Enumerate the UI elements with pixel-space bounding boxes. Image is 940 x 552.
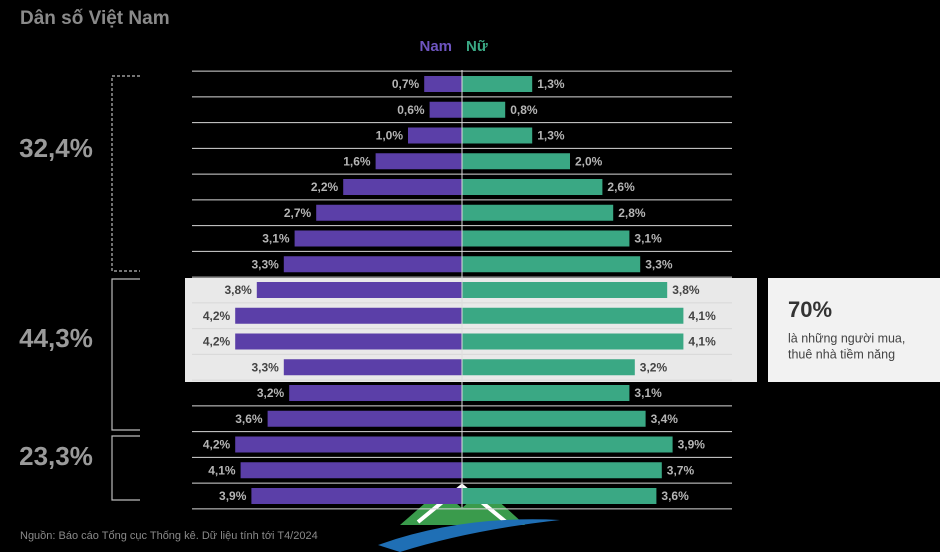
legend-female: Nữ bbox=[466, 38, 488, 55]
value-label: 3,3% bbox=[645, 257, 673, 271]
value-label: 2,6% bbox=[607, 180, 635, 194]
bar bbox=[462, 282, 668, 298]
value-label: 3,2% bbox=[640, 360, 668, 374]
callout-line: thuê nhà tiềm năng bbox=[788, 347, 895, 361]
value-label: 3,9% bbox=[678, 438, 706, 452]
value-label: 0,6% bbox=[397, 103, 425, 117]
bar bbox=[462, 359, 635, 376]
bar bbox=[289, 385, 462, 401]
value-label: 1,3% bbox=[537, 77, 565, 91]
value-label: 1,6% bbox=[343, 154, 371, 168]
value-label: 3,6% bbox=[661, 489, 689, 503]
bar bbox=[462, 127, 533, 144]
value-label: 3,4% bbox=[651, 412, 679, 426]
value-label: 3,1% bbox=[634, 232, 662, 246]
bar bbox=[283, 256, 462, 273]
bar bbox=[408, 127, 462, 144]
bar bbox=[462, 230, 630, 247]
value-label: 2,7% bbox=[284, 206, 312, 220]
bar bbox=[235, 436, 462, 453]
bar bbox=[462, 462, 662, 479]
bar bbox=[343, 179, 462, 195]
value-label: 4,1% bbox=[688, 309, 716, 323]
value-label: 2,0% bbox=[575, 154, 603, 168]
value-label: 4,2% bbox=[203, 335, 231, 349]
bar bbox=[235, 333, 462, 350]
value-label: 4,2% bbox=[203, 438, 231, 452]
bar bbox=[462, 488, 657, 504]
bar bbox=[462, 256, 641, 273]
bar bbox=[375, 153, 462, 170]
value-label: 4,1% bbox=[208, 463, 236, 477]
group-brackets bbox=[111, 75, 140, 501]
value-label: 0,7% bbox=[392, 77, 420, 91]
bar bbox=[462, 204, 614, 221]
logo-wave bbox=[378, 519, 560, 552]
value-label: 3,6% bbox=[235, 412, 263, 426]
callout-title: 70% bbox=[788, 297, 832, 322]
bar bbox=[462, 436, 673, 453]
value-label: 1,0% bbox=[376, 129, 404, 143]
callout-box bbox=[768, 278, 940, 382]
bar bbox=[294, 230, 462, 247]
value-label: 3,1% bbox=[262, 232, 290, 246]
value-label: 2,8% bbox=[618, 206, 646, 220]
bar bbox=[256, 282, 462, 298]
value-label: 4,1% bbox=[688, 335, 716, 349]
bar bbox=[424, 76, 462, 92]
bar bbox=[462, 307, 684, 324]
bar bbox=[316, 204, 462, 221]
value-label: 2,2% bbox=[311, 180, 339, 194]
value-label: 3,9% bbox=[219, 489, 247, 503]
bar bbox=[462, 76, 533, 92]
source-note: Nguồn: Báo cáo Tổng cục Thống kê. Dữ liệ… bbox=[20, 530, 318, 542]
value-label: 3,7% bbox=[667, 463, 695, 477]
value-label: 3,8% bbox=[224, 283, 252, 297]
bar bbox=[429, 101, 462, 118]
value-label: 3,3% bbox=[251, 257, 279, 271]
group-label: 32,4% bbox=[19, 133, 93, 163]
bar bbox=[267, 410, 462, 427]
value-label: 3,1% bbox=[634, 386, 662, 400]
value-label: 1,3% bbox=[537, 129, 565, 143]
bar bbox=[462, 153, 570, 170]
group-label: 44,3% bbox=[19, 323, 93, 353]
value-label: 0,8% bbox=[510, 103, 538, 117]
value-label: 3,3% bbox=[251, 360, 279, 374]
group-label: 23,3% bbox=[19, 441, 93, 471]
legend-male: Nam bbox=[419, 38, 452, 55]
value-label: 3,8% bbox=[672, 283, 700, 297]
bar bbox=[462, 333, 684, 350]
bar bbox=[240, 462, 462, 479]
bar bbox=[462, 410, 646, 427]
bracket bbox=[111, 278, 140, 431]
bar bbox=[251, 488, 462, 504]
callout-line: là những người mua, bbox=[788, 331, 905, 345]
bar bbox=[462, 385, 630, 401]
chart-title: Dân số Việt Nam bbox=[20, 8, 170, 29]
bar bbox=[283, 359, 462, 376]
value-label: 4,2% bbox=[203, 309, 231, 323]
bracket bbox=[111, 435, 140, 501]
bar bbox=[462, 179, 603, 195]
value-label: 3,2% bbox=[257, 386, 285, 400]
bar bbox=[462, 101, 506, 118]
bar bbox=[235, 307, 462, 324]
bracket bbox=[111, 75, 140, 272]
